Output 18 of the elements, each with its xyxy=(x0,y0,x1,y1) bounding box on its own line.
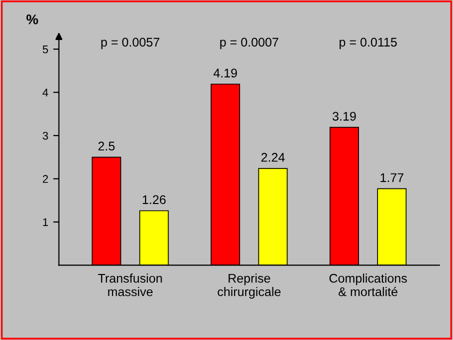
y-tick-label: 5 xyxy=(42,46,48,54)
x-tick-label: Reprise chirurgicale xyxy=(218,274,281,299)
y-tick-label: 1 xyxy=(43,218,48,226)
annotation: p = 0.0007 xyxy=(220,38,278,50)
y-tick-label: 3 xyxy=(42,132,48,140)
annotation: p = 0.0057 xyxy=(101,38,160,50)
data-label: 4.19 xyxy=(213,68,237,78)
y-tick-label: 2 xyxy=(42,175,48,183)
y-axis-title: % xyxy=(26,14,38,24)
data-label: 3.19 xyxy=(332,112,356,121)
x-tick-label: Complications & mortalité xyxy=(329,274,407,296)
data-label: 1.26 xyxy=(142,195,166,204)
data-label: 2.24 xyxy=(261,152,285,162)
data-label: 2.5 xyxy=(98,142,115,151)
data-label: 1.77 xyxy=(380,173,404,182)
x-tick-label: Transfusion massive xyxy=(98,274,162,296)
annotation: p = 0.0115 xyxy=(340,38,397,50)
y-tick-label: 4 xyxy=(42,88,48,96)
